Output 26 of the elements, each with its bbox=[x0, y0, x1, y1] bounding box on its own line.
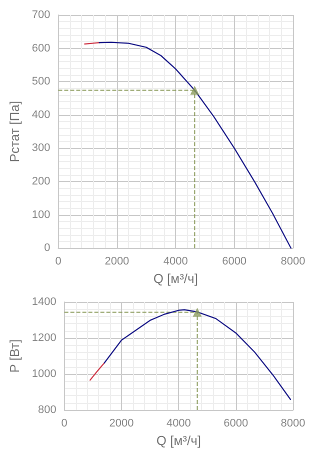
y-tick-label: 600 bbox=[32, 42, 50, 54]
y-tick-label: 700 bbox=[32, 9, 50, 21]
y-tick-label: 1200 bbox=[32, 332, 56, 344]
x-axis-title: Q [м³/ч] bbox=[153, 271, 198, 286]
x-tick-label: 0 bbox=[61, 418, 68, 430]
x-tick-label: 6000 bbox=[224, 418, 248, 430]
y-tick-label: 0 bbox=[44, 242, 50, 254]
y-axis-title: P [Вт] bbox=[7, 339, 22, 373]
x-tick-label: 8000 bbox=[280, 256, 306, 268]
x-tick-label: 4000 bbox=[166, 418, 191, 430]
y-tick-label: 300 bbox=[32, 142, 50, 154]
y-tick-label: 500 bbox=[32, 76, 50, 88]
y-tick-label: 1000 bbox=[32, 368, 56, 380]
x-axis-title: Q [м³/ч] bbox=[156, 432, 201, 448]
y-tick-label: 400 bbox=[32, 108, 50, 121]
y-tick-label: 800 bbox=[38, 404, 56, 416]
y-tick-label: 200 bbox=[32, 176, 50, 188]
x-tick-label: 8000 bbox=[280, 418, 306, 430]
y-axis-title: Pстат [Па] bbox=[7, 100, 22, 162]
y-tick-label: 100 bbox=[32, 208, 50, 221]
x-tick-label: 2000 bbox=[109, 418, 134, 430]
x-tick-label: 2000 bbox=[104, 256, 130, 268]
x-tick-label: 4000 bbox=[163, 256, 188, 268]
y-tick-label: 1400 bbox=[32, 296, 56, 308]
x-tick-label: 6000 bbox=[222, 256, 247, 268]
line-series bbox=[104, 309, 292, 400]
